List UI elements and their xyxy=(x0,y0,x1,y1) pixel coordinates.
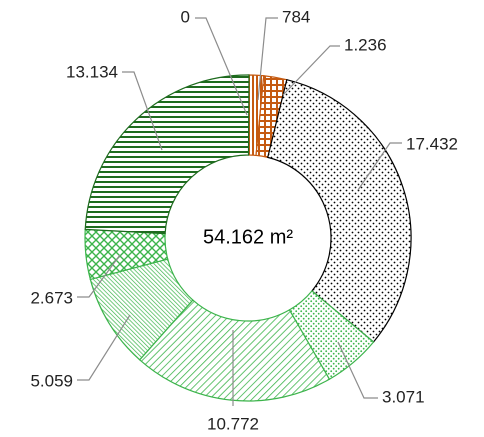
leader-line-7 xyxy=(77,254,121,298)
leader-line-2 xyxy=(282,45,340,96)
slice-label-6: 5.059 xyxy=(30,371,73,390)
leader-line-8 xyxy=(122,71,163,151)
leader-line-6 xyxy=(77,314,131,381)
slice-label-8: 13.134 xyxy=(66,62,118,81)
slice-8 xyxy=(84,74,250,235)
leader-line-0 xyxy=(195,17,248,116)
slice-label-7: 2.673 xyxy=(30,288,73,307)
slice-labels: 0 784 1.236 17.432 3.071 10.772 5.059 2.673 13.1… xyxy=(30,7,458,433)
slice-label-3: 17.432 xyxy=(406,134,458,153)
label-leaders xyxy=(77,17,402,406)
center-total-label: 54.162 m² xyxy=(203,226,293,248)
donut-slices xyxy=(84,74,412,402)
slice-label-5: 10.772 xyxy=(207,414,259,433)
slice-3 xyxy=(267,78,412,343)
slice-5 xyxy=(138,299,331,402)
leader-line-3 xyxy=(357,142,402,191)
slice-label-2: 1.236 xyxy=(344,35,387,54)
slice-label-1: 784 xyxy=(282,7,310,26)
leader-line-1 xyxy=(257,17,278,101)
slice-label-0: 0 xyxy=(181,7,190,26)
slice-label-4: 3.071 xyxy=(382,387,425,406)
leader-line-4 xyxy=(337,341,378,399)
